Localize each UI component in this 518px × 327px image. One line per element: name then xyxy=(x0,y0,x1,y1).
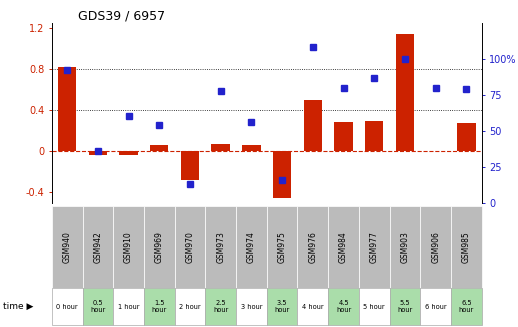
Text: 5.5
hour: 5.5 hour xyxy=(397,300,413,313)
Bar xyxy=(113,288,144,325)
Bar xyxy=(144,288,175,325)
Bar xyxy=(451,206,482,288)
Text: 4 hour: 4 hour xyxy=(302,303,324,310)
Text: 2.5
hour: 2.5 hour xyxy=(213,300,228,313)
Bar xyxy=(150,145,168,151)
Text: 6 hour: 6 hour xyxy=(425,303,447,310)
Text: 3.5
hour: 3.5 hour xyxy=(275,300,290,313)
Bar xyxy=(297,288,328,325)
Text: 0 hour: 0 hour xyxy=(56,303,78,310)
Bar xyxy=(420,288,451,325)
Text: 4.5
hour: 4.5 hour xyxy=(336,300,351,313)
Text: 1 hour: 1 hour xyxy=(118,303,139,310)
Bar xyxy=(267,288,297,325)
Bar xyxy=(359,288,390,325)
Text: GSM940: GSM940 xyxy=(63,231,71,263)
Bar xyxy=(119,151,138,155)
Text: GSM975: GSM975 xyxy=(278,231,286,263)
Bar xyxy=(236,206,267,288)
Bar xyxy=(211,144,230,151)
Text: GSM985: GSM985 xyxy=(462,231,471,263)
Text: GSM974: GSM974 xyxy=(247,231,256,263)
Text: GSM970: GSM970 xyxy=(185,231,194,263)
Bar xyxy=(304,100,322,151)
Text: GSM984: GSM984 xyxy=(339,231,348,263)
Text: GSM910: GSM910 xyxy=(124,231,133,263)
Text: 1.5
hour: 1.5 hour xyxy=(152,300,167,313)
Bar xyxy=(451,288,482,325)
Bar xyxy=(328,206,359,288)
Text: 0.5
hour: 0.5 hour xyxy=(90,300,106,313)
Bar xyxy=(328,288,359,325)
Text: 3 hour: 3 hour xyxy=(241,303,262,310)
Bar xyxy=(242,145,261,151)
Bar xyxy=(365,121,383,151)
Text: GSM969: GSM969 xyxy=(155,231,164,263)
Bar xyxy=(390,206,420,288)
Bar xyxy=(144,206,175,288)
Bar xyxy=(334,122,353,151)
Bar xyxy=(58,67,76,151)
Bar xyxy=(52,206,82,288)
Text: GSM977: GSM977 xyxy=(370,231,379,263)
Bar xyxy=(113,206,144,288)
Bar xyxy=(205,288,236,325)
Bar xyxy=(297,206,328,288)
Bar xyxy=(175,288,205,325)
Text: GSM976: GSM976 xyxy=(308,231,318,263)
Bar xyxy=(175,206,205,288)
Bar xyxy=(236,288,267,325)
Bar xyxy=(181,151,199,180)
Text: GDS39 / 6957: GDS39 / 6957 xyxy=(78,10,165,23)
Text: GSM906: GSM906 xyxy=(431,231,440,263)
Bar xyxy=(82,288,113,325)
Text: GSM942: GSM942 xyxy=(93,231,103,263)
Bar xyxy=(205,206,236,288)
Text: GSM903: GSM903 xyxy=(400,231,409,263)
Text: time ▶: time ▶ xyxy=(3,302,33,311)
Text: GSM973: GSM973 xyxy=(216,231,225,263)
Text: 2 hour: 2 hour xyxy=(179,303,201,310)
Bar xyxy=(267,206,297,288)
Bar xyxy=(390,288,420,325)
Bar xyxy=(420,206,451,288)
Text: 6.5
hour: 6.5 hour xyxy=(459,300,474,313)
Bar xyxy=(359,206,390,288)
Bar xyxy=(457,123,476,151)
Bar xyxy=(82,206,113,288)
Bar xyxy=(273,151,291,198)
Bar xyxy=(89,151,107,155)
Bar xyxy=(396,34,414,151)
Text: 5 hour: 5 hour xyxy=(364,303,385,310)
Bar xyxy=(52,288,82,325)
